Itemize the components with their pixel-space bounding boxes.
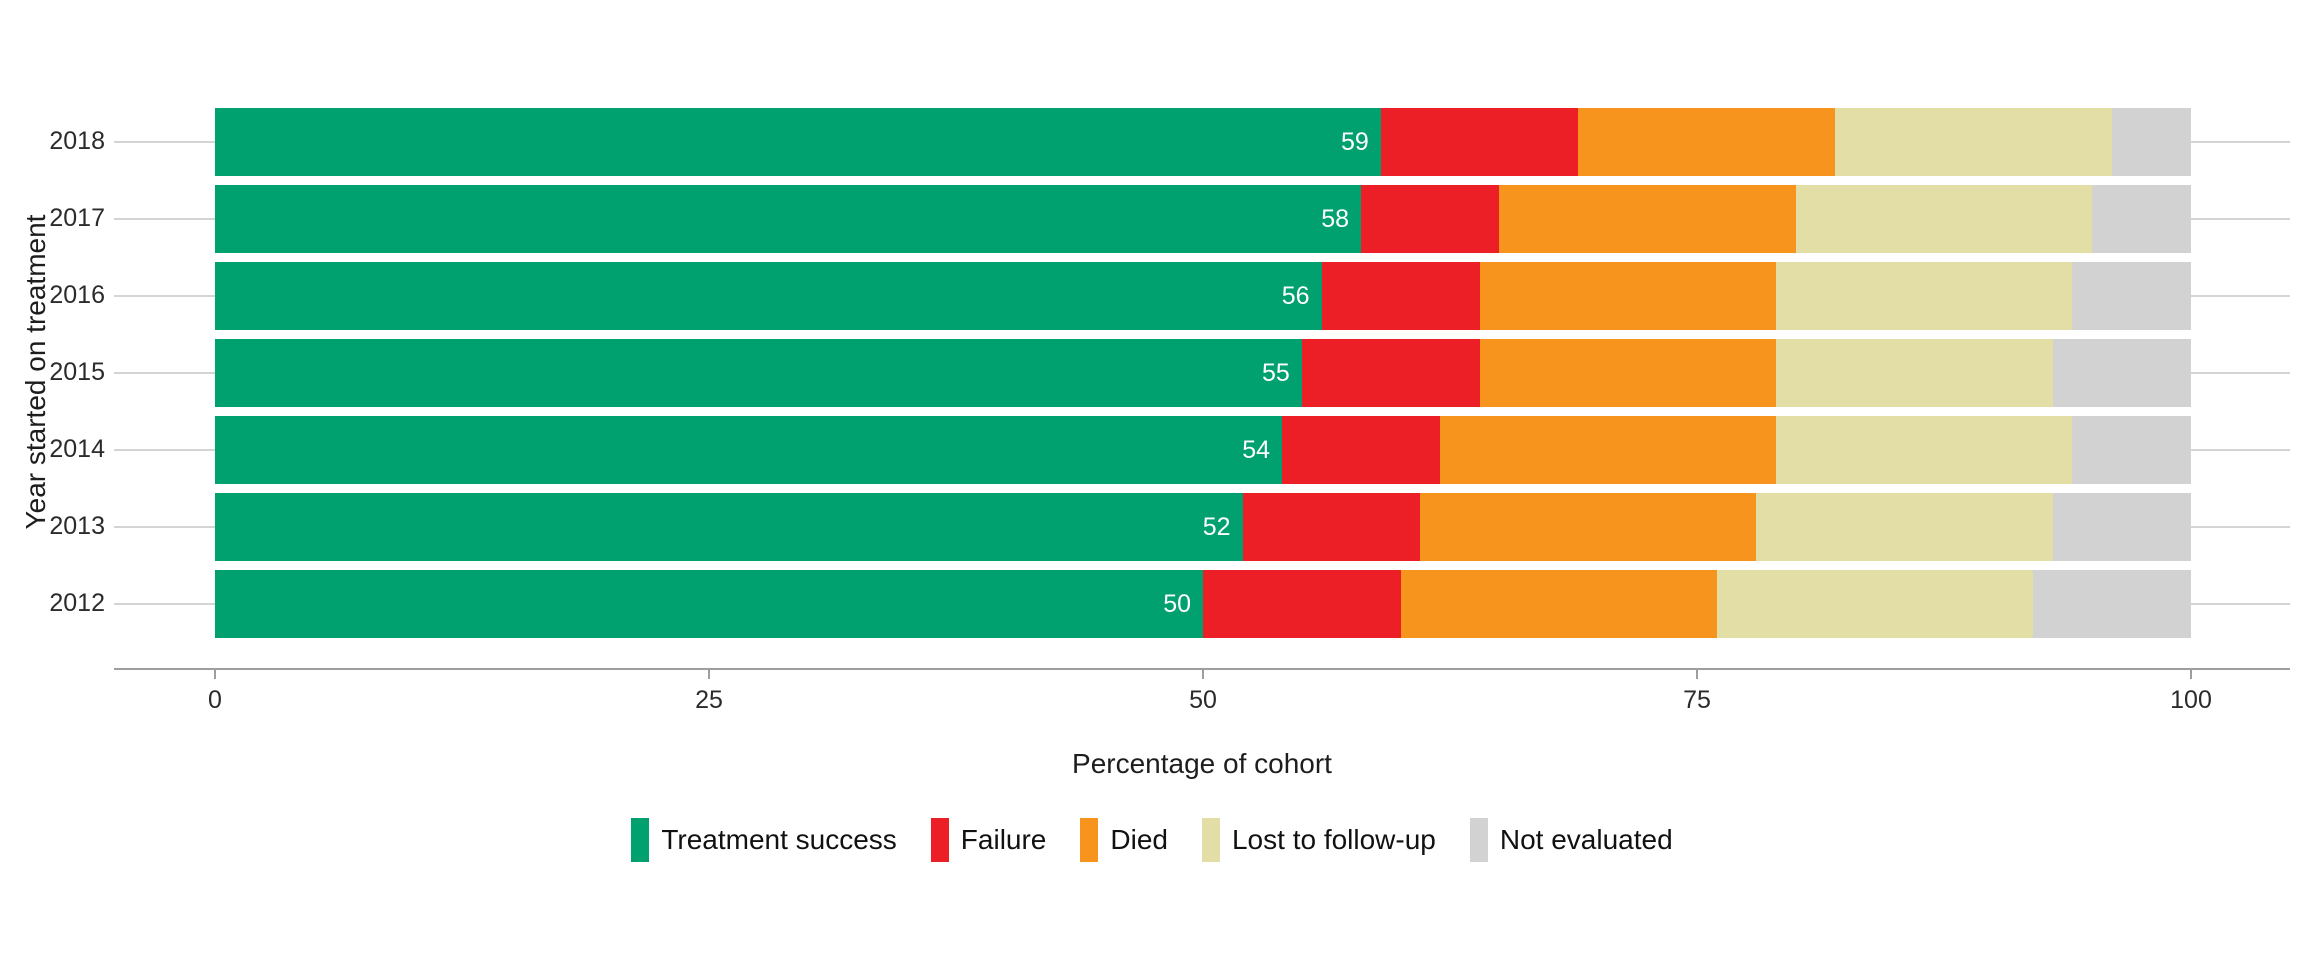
- bar-segment-lost-to-follow-up: [1795, 185, 2093, 253]
- x-axis-line: [114, 668, 2290, 670]
- x-axis-tick-label: 100: [2170, 686, 2212, 714]
- bar-row: 59: [215, 108, 2191, 176]
- legend-item-died: Died: [1080, 818, 1168, 862]
- bar-segment-died: [1420, 493, 1757, 561]
- x-axis-tick: [214, 670, 216, 679]
- bar-segment-lost-to-follow-up: [1776, 339, 2053, 407]
- x-axis-tick-label: 50: [1189, 686, 1217, 714]
- bar-segment-lost-to-follow-up: [1835, 108, 2112, 176]
- bar-segment-lost-to-follow-up: [1776, 262, 2073, 330]
- bar-segment-died: [1499, 185, 1796, 253]
- bar-segment-not-evaluated: [2052, 493, 2191, 561]
- bar-segment-died: [1400, 570, 1717, 638]
- bar-value-label: 56: [1281, 282, 1310, 310]
- x-axis-tick-label: 75: [1683, 686, 1711, 714]
- x-axis-tick-label: 25: [695, 686, 723, 714]
- bar-segment-failure: [1203, 570, 1401, 638]
- bar-segment-failure: [1321, 262, 1480, 330]
- bar-segment-not-evaluated: [2111, 108, 2191, 176]
- bar-row: 50: [215, 570, 2191, 638]
- y-axis-label: 2017: [49, 204, 105, 232]
- bar-segment-died: [1440, 416, 1777, 484]
- y-axis-label: 2012: [49, 589, 105, 617]
- bar-segment-treatment-success: 50: [215, 570, 1203, 638]
- bar-segment-failure: [1361, 185, 1500, 253]
- legend-item-failure: Failure: [930, 818, 1047, 862]
- bar-segment-not-evaluated: [2072, 416, 2191, 484]
- bar-segment-treatment-success: 56: [215, 262, 1322, 330]
- legend-swatch: [930, 818, 949, 862]
- legend-swatch: [631, 818, 650, 862]
- bar-segment-lost-to-follow-up: [1776, 416, 2073, 484]
- bar-segment-treatment-success: 58: [215, 185, 1362, 253]
- bar-segment-died: [1479, 339, 1777, 407]
- bar-row: 58: [215, 185, 2191, 253]
- bar-segment-died: [1578, 108, 1836, 176]
- bar-segment-lost-to-follow-up: [1756, 493, 2053, 561]
- legend-item-lost-to-follow-up: Lost to follow-up: [1201, 818, 1436, 862]
- y-axis-label: 2013: [49, 512, 105, 540]
- bar-row: 55: [215, 339, 2191, 407]
- legend-swatch: [1201, 818, 1220, 862]
- legend-label: Treatment success: [661, 824, 897, 855]
- bar-row: 56: [215, 262, 2191, 330]
- legend-label: Failure: [960, 824, 1047, 855]
- bar-segment-not-evaluated: [2032, 570, 2191, 638]
- bar-segment-not-evaluated: [2092, 185, 2191, 253]
- y-axis-label: 2015: [49, 358, 105, 386]
- bar-row: 52: [215, 493, 2191, 561]
- bar-segment-died: [1479, 262, 1777, 330]
- bar-segment-failure: [1242, 493, 1421, 561]
- bar-value-label: 55: [1261, 359, 1290, 387]
- bar-value-label: 54: [1242, 436, 1271, 464]
- x-axis-tick: [708, 670, 710, 679]
- y-axis-label: 2018: [49, 127, 105, 155]
- legend-swatch: [1469, 818, 1488, 862]
- legend-item-treatment-success: Treatment success: [631, 818, 897, 862]
- y-axis-label: 2016: [49, 281, 105, 309]
- legend-label: Died: [1110, 824, 1168, 855]
- bar-segment-treatment-success: 54: [215, 416, 1283, 484]
- x-axis-tick: [1202, 670, 1204, 679]
- bar-segment-treatment-success: 55: [215, 339, 1302, 407]
- bar-value-label: 58: [1321, 205, 1350, 233]
- x-axis-tick-label: 0: [208, 686, 222, 714]
- x-axis-tick: [1696, 670, 1698, 679]
- bar-segment-treatment-success: 52: [215, 493, 1243, 561]
- bar-segment-treatment-success: 59: [215, 108, 1381, 176]
- bar-value-label: 59: [1341, 128, 1369, 156]
- legend-swatch: [1080, 818, 1099, 862]
- bar-value-label: 50: [1163, 590, 1191, 618]
- legend-label: Lost to follow-up: [1231, 824, 1436, 855]
- bar-row: 54: [215, 416, 2191, 484]
- y-axis-label: 2014: [49, 435, 105, 463]
- bar-segment-failure: [1301, 339, 1480, 407]
- bar-value-label: 52: [1202, 513, 1231, 541]
- bar-segment-failure: [1282, 416, 1441, 484]
- x-axis-title: Percentage of cohort: [1072, 748, 1332, 779]
- legend-label: Not evaluated: [1499, 824, 1673, 855]
- legend: Treatment success Failure Died Lost to foll…: [0, 818, 2304, 862]
- bar-segment-not-evaluated: [2052, 339, 2191, 407]
- bar-segment-lost-to-follow-up: [1716, 570, 2033, 638]
- bar-segment-not-evaluated: [2072, 262, 2191, 330]
- x-axis-tick: [2190, 670, 2192, 679]
- bar-segment-failure: [1380, 108, 1579, 176]
- legend-item-not-evaluated: Not evaluated: [1469, 818, 1673, 862]
